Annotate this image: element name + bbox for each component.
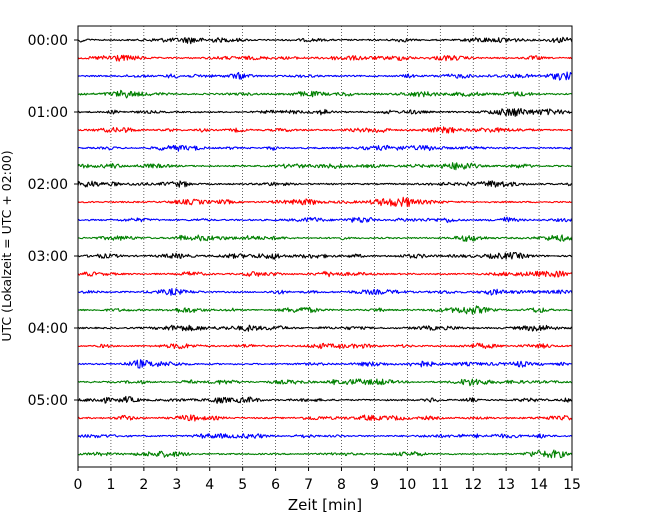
x-tick-label: 8 bbox=[337, 477, 346, 493]
x-tick-label: 10 bbox=[398, 477, 416, 493]
trace-0000 bbox=[77, 36, 573, 45]
trace-0400 bbox=[77, 324, 573, 332]
y-tick-label: 02:00 bbox=[28, 177, 68, 193]
trace-0445 bbox=[77, 378, 573, 387]
trace-0500 bbox=[77, 395, 573, 404]
x-tick-label: 7 bbox=[304, 477, 313, 493]
y-tick-label: 05:00 bbox=[28, 393, 68, 409]
x-tick-label: 9 bbox=[370, 477, 379, 493]
trace-0300 bbox=[77, 251, 573, 260]
y-tick-label: 01:00 bbox=[28, 105, 68, 121]
trace-0530 bbox=[77, 433, 573, 439]
x-tick-label: 0 bbox=[74, 477, 83, 493]
trace-0545 bbox=[77, 449, 573, 459]
x-tick-label: 14 bbox=[530, 477, 548, 493]
x-tick-label: 5 bbox=[238, 477, 247, 493]
y-axis: 00:00 01:00 02:00 03:00 04:00 05:00 bbox=[28, 33, 78, 409]
trace-0130 bbox=[77, 144, 573, 152]
trace-0245 bbox=[77, 234, 573, 242]
trace-0430 bbox=[77, 359, 573, 369]
y-tick-label: 03:00 bbox=[28, 249, 68, 265]
x-tick-label: 11 bbox=[431, 477, 449, 493]
x-tick-label: 4 bbox=[205, 477, 214, 493]
y-tick-label: 00:00 bbox=[28, 33, 68, 49]
trace-0100 bbox=[77, 107, 573, 117]
trace-0115 bbox=[77, 126, 573, 134]
trace-0145 bbox=[77, 162, 573, 171]
x-tick-label: 15 bbox=[563, 477, 581, 493]
x-tick-label: 6 bbox=[271, 477, 280, 493]
y-axis-label: UTC (Lokalzeit = UTC + 02:00) bbox=[0, 150, 14, 341]
x-axis-label: Zeit [min] bbox=[288, 496, 362, 514]
trace-layer bbox=[77, 36, 573, 459]
x-tick-label: 2 bbox=[139, 477, 148, 493]
x-tick-label: 1 bbox=[106, 477, 115, 493]
trace-0345 bbox=[77, 305, 573, 315]
plot-frame bbox=[77, 25, 573, 468]
x-tick-label: 12 bbox=[464, 477, 482, 493]
y-tick-label: 04:00 bbox=[28, 321, 68, 337]
trace-0200 bbox=[77, 180, 573, 188]
x-axis: 0 1 2 3 4 5 6 7 8 9 10 11 12 13 14 15 bbox=[74, 467, 581, 493]
trace-0215 bbox=[77, 196, 573, 208]
x-tick-label: 3 bbox=[172, 477, 181, 493]
trace-0230 bbox=[77, 216, 573, 224]
x-tick-label: 13 bbox=[497, 477, 515, 493]
trace-0045 bbox=[77, 89, 573, 99]
trace-0030 bbox=[77, 71, 573, 81]
trace-0315 bbox=[77, 270, 573, 278]
trace-0015 bbox=[77, 54, 573, 62]
trace-0415 bbox=[77, 342, 573, 350]
trace-0515 bbox=[77, 414, 573, 422]
trace-0330 bbox=[77, 287, 573, 296]
